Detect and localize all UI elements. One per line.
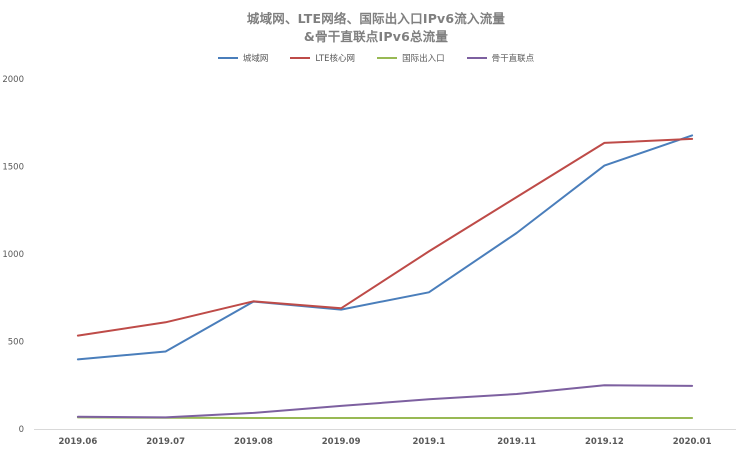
legend-item-intl: 国际出入口 (377, 52, 445, 64)
legend-label-metro: 城域网 (242, 54, 269, 64)
series-line-2 (76, 416, 694, 419)
x-tick-label: 2019.06 (59, 437, 98, 447)
legend-swatch-metro (217, 57, 238, 59)
x-tick-label: 2019.11 (497, 437, 536, 447)
series-line-3 (76, 384, 694, 419)
chart-title-line-2: &骨干直联点IPv6总流量 (303, 29, 449, 44)
legend: 城域网 LTE核心网 国际出入口 骨干直联点 (0, 52, 752, 64)
x-tick-label: 2019.07 (146, 437, 185, 447)
legend-item-metro: 城域网 (217, 52, 269, 64)
x-axis: 2019.06 2019.07 2019.08 2019.09 2019.1 2019.1… (59, 437, 712, 447)
legend-label-backbone: 骨干直联点 (491, 54, 535, 64)
series-line-1 (76, 137, 694, 337)
y-tick-label: 1000 (2, 250, 24, 260)
legend-item-backbone: 骨干直联点 (466, 52, 535, 64)
x-tick-label: 2019.1 (412, 437, 445, 447)
legend-swatch-intl (377, 57, 398, 59)
legend-label-lte: LTE核心网 (315, 54, 356, 64)
x-tick-label: 2020.01 (673, 437, 712, 447)
legend-swatch-backbone (466, 57, 487, 59)
x-tick-label: 2019.12 (585, 437, 624, 447)
y-tick-label: 2000 (2, 75, 24, 85)
y-tick-label: 1500 (2, 163, 24, 173)
y-tick-label: 0 (19, 425, 24, 435)
x-tick-label: 2019.09 (322, 437, 361, 447)
chart-title-line-1: 城域网、LTE网络、国际出入口IPv6流入流量 (246, 11, 506, 26)
series-line-0 (76, 134, 694, 361)
legend-label-intl: 国际出入口 (402, 54, 445, 64)
legend-item-lte: LTE核心网 (290, 52, 355, 64)
y-axis: 0 500 1000 1500 2000 (2, 75, 24, 435)
series-lines (76, 134, 694, 419)
y-tick-label: 500 (8, 338, 24, 348)
x-tick-label: 2019.08 (234, 437, 273, 447)
legend-swatch-lte (290, 57, 311, 59)
